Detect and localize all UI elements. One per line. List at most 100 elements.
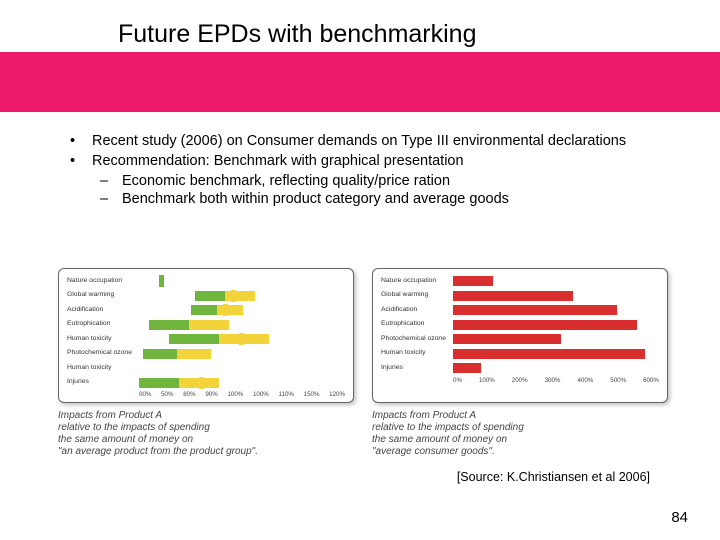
chart-tick-label: 400% xyxy=(577,377,593,384)
chart-row: Human toxicity xyxy=(381,348,659,360)
chart-row: Nature occupation xyxy=(381,275,659,287)
chart-bar-area xyxy=(139,333,345,345)
bullet-mark: • xyxy=(70,132,92,150)
chart-bar-area xyxy=(139,319,345,331)
chart-bar xyxy=(453,291,573,301)
chart-axis: 0% 100% 200% 300% 400% 500% 600% xyxy=(381,377,659,384)
chart-row: Acidification xyxy=(67,304,345,316)
chart-bar-area xyxy=(453,304,659,316)
chart-bar xyxy=(453,349,645,359)
chart-row: Acidification xyxy=(381,304,659,316)
dash-mark: – xyxy=(100,190,122,208)
bullet-list: • Recent study (2006) on Consumer demand… xyxy=(70,132,670,209)
chart-row-label: Injuries xyxy=(67,379,139,386)
chart-row: Injuries xyxy=(67,377,345,389)
chart-bar xyxy=(191,305,217,315)
bullet-item: • Recent study (2006) on Consumer demand… xyxy=(70,132,670,150)
chart-bar xyxy=(139,378,179,388)
chart-tick-label: 100% xyxy=(227,391,243,398)
chart-row: Global warming xyxy=(381,290,659,302)
dash-mark: – xyxy=(100,172,122,190)
chart-tick-label: 200% xyxy=(512,377,528,384)
chart-row-label: Global warming xyxy=(67,292,139,299)
slide-title: Future EPDs with benchmarking xyxy=(118,18,476,52)
chart-row: Photochemical ozone xyxy=(67,348,345,360)
content-area: • Recent study (2006) on Consumer demand… xyxy=(70,132,670,209)
chart-marker xyxy=(231,290,236,302)
page-number: 84 xyxy=(671,509,688,526)
chart-bar-area xyxy=(453,319,659,331)
chart-ticks: 00%50%80%90%100%100%110%150%120% xyxy=(139,391,345,398)
chart-bar xyxy=(219,334,269,344)
chart-bar xyxy=(453,305,617,315)
chart-marker xyxy=(199,377,204,389)
chart-bar xyxy=(453,334,561,344)
chart-bar-area xyxy=(453,333,659,345)
chart-row: Injuries xyxy=(381,362,659,374)
sub-bullet-text: Benchmark both within product category a… xyxy=(122,190,509,208)
chart-row: Eutrophication xyxy=(67,319,345,331)
chart-row-label: Eutrophication xyxy=(381,321,453,328)
chart-row-label: Human toxicity xyxy=(67,336,139,343)
slide-header: Future EPDs with benchmarking xyxy=(0,0,720,112)
chart-row: Eutrophication xyxy=(381,319,659,331)
chart-bar-area xyxy=(139,304,345,316)
chart-tick-label: 600% xyxy=(643,377,659,384)
caption-left: Impacts from Product Arelative to the im… xyxy=(58,410,354,458)
chart-row-label: Global warming xyxy=(381,292,453,299)
chart-bar-area xyxy=(453,275,659,287)
caption-right: Impacts from Product Arelative to the im… xyxy=(372,410,668,458)
chart-bar xyxy=(189,320,229,330)
chart-row-label: Nature occupation xyxy=(381,278,453,285)
chart-tick-label: 00% xyxy=(139,391,151,398)
chart-bar-area xyxy=(139,377,345,389)
sub-bullet-item: – Economic benchmark, reflecting quality… xyxy=(100,172,670,190)
chart-row-label: Human toxicity xyxy=(381,350,453,357)
chart-row: Human toxicity xyxy=(67,362,345,374)
chart-tick-label: 90% xyxy=(205,391,217,398)
chart-bar xyxy=(149,320,189,330)
chart-tick-label: 500% xyxy=(610,377,626,384)
bullet-text: Recent study (2006) on Consumer demands … xyxy=(92,132,670,150)
chart-right: Nature occupation Global warming Acidifica… xyxy=(372,268,668,403)
chart-bar xyxy=(217,305,243,315)
chart-axis: 00%50%80%90%100%100%110%150%120% xyxy=(67,391,345,398)
chart-tick-label: 100% xyxy=(253,391,269,398)
chart-bar xyxy=(453,363,481,373)
chart-tick-label: 0% xyxy=(453,377,462,384)
chart-tick-label: 150% xyxy=(304,391,320,398)
chart-row-label: Acidification xyxy=(67,307,139,314)
chart-row-label: Injuries xyxy=(381,365,453,372)
chart-tick-label: 120% xyxy=(329,391,345,398)
chart-row-label: Eutrophication xyxy=(67,321,139,328)
chart-row-label: Nature occupation xyxy=(67,278,139,285)
chart-row: Photochemical ozone xyxy=(381,333,659,345)
chart-ticks: 0% 100% 200% 300% 400% 500% 600% xyxy=(453,377,659,384)
chart-bar xyxy=(143,349,177,359)
chart-row: Nature occupation xyxy=(67,275,345,287)
chart-bar-area xyxy=(139,290,345,302)
chart-bar-area xyxy=(453,348,659,360)
chart-bar xyxy=(453,276,493,286)
chart-bar xyxy=(453,320,637,330)
chart-marker xyxy=(239,333,244,345)
chart-row-label: Acidification xyxy=(381,307,453,314)
chart-tick-label: 110% xyxy=(279,391,294,398)
chart-tick-label: 100% xyxy=(479,377,495,384)
chart-tick-label: 300% xyxy=(545,377,561,384)
chart-tick-label: 50% xyxy=(161,391,173,398)
chart-marker xyxy=(223,304,228,316)
chart-bar xyxy=(169,334,219,344)
chart-row-label: Human toxicity xyxy=(67,365,139,372)
chart-marker xyxy=(159,275,164,287)
chart-bar-area xyxy=(139,275,345,287)
chart-bar-area xyxy=(453,362,659,374)
chart-bar-area xyxy=(139,362,345,374)
chart-row-label: Photochemical ozone xyxy=(381,336,453,343)
chart-bar xyxy=(177,349,211,359)
bullet-mark: • xyxy=(70,152,92,170)
bullet-text: Recommendation: Benchmark with graphical… xyxy=(92,152,670,170)
chart-bar-area xyxy=(139,348,345,360)
chart-row: Global warming xyxy=(67,290,345,302)
chart-bar-area xyxy=(453,290,659,302)
